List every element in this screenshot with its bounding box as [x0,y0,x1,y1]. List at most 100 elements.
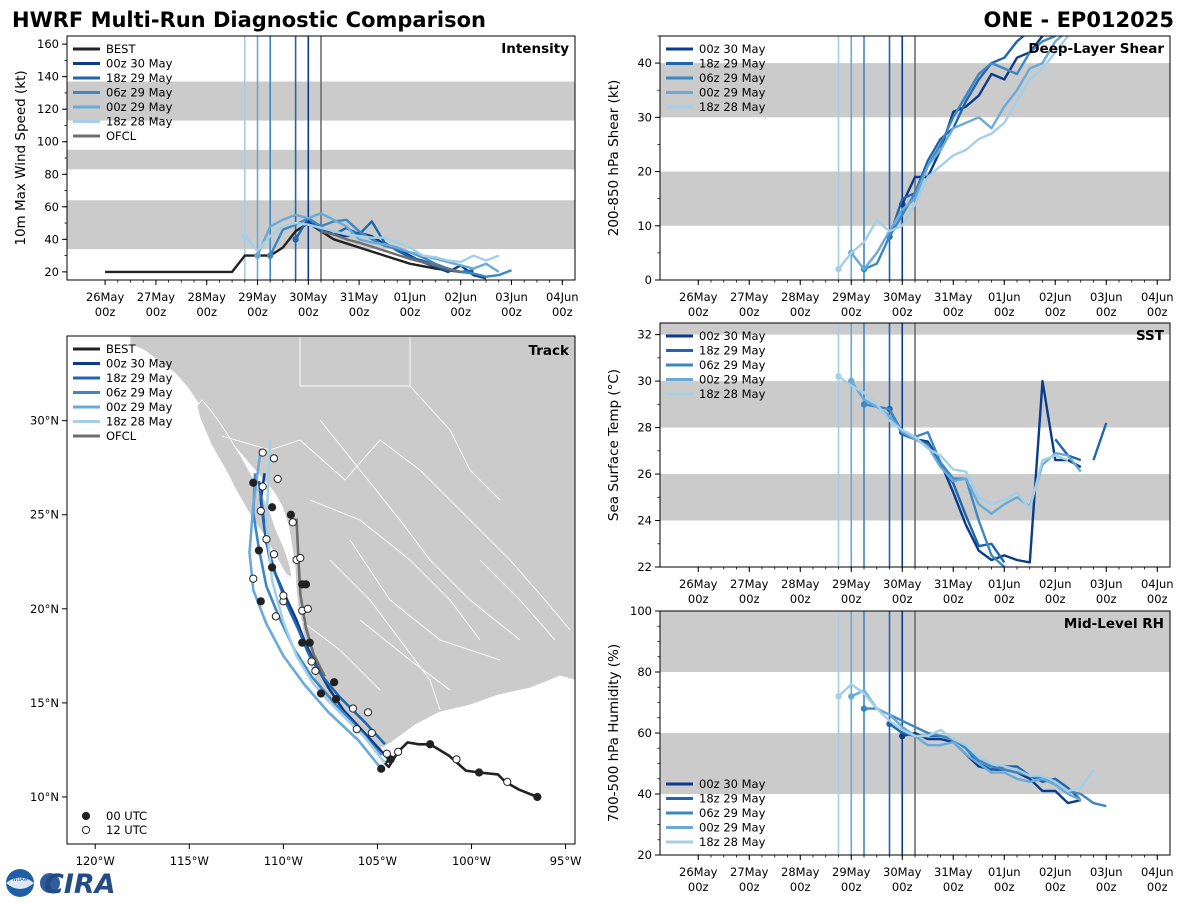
x-tick-label: 02Jun 00z [1039,865,1072,894]
y-tick-label: 10°N [30,790,59,804]
x-tick-label-line: 00z [943,305,964,319]
x-tick-label-line: 03Jun [1090,290,1123,304]
series-start-point [835,265,842,273]
series-start-point [254,252,261,259]
x-tick-label-line: 00z [1096,592,1117,606]
plot-area [67,36,575,280]
track-position-marker [386,755,395,764]
figure-title: HWRF Multi-Run Diagnostic Comparison [12,8,486,32]
x-tick-label: 02Jun 00z [444,290,477,319]
x-tick-label-line: 00z [400,305,421,319]
track-position-marker [258,448,267,457]
series-start-point [860,401,868,408]
state-border [419,469,571,631]
x-tick-label: 02Jun 00z [1039,577,1072,606]
series-start-point [241,232,248,240]
x-tick-label-line: 29May [238,290,277,304]
track-position-marker [377,764,386,773]
x-tick-label: 01Jun 00z [394,290,427,319]
track-position-marker [382,749,391,758]
x-tick-label-line: 04Jun [1141,577,1174,591]
series-line [863,36,1056,271]
x-tick-label-line: 31May [340,290,379,304]
y-axis-label: 200-850 hPa Shear (kt) [606,80,622,237]
y-tick-label: 30°N [30,414,59,428]
x-tick-label-line: 00z [841,592,862,606]
x-tick-label: 03Jun 00z [1090,865,1123,894]
x-tick-label-line: 28May [187,290,226,304]
track-position-marker [279,591,288,600]
y-tick-label: 0 [645,273,652,287]
panel-title: Mid-Level RH [1064,616,1164,632]
series-line [837,36,1069,270]
plot-area [660,323,1170,567]
x-tick-label: 31May 00z [934,865,973,894]
state-border [409,385,501,501]
x-tick-label: 120°W [76,854,115,868]
x-tick-label: 100°W [452,854,491,868]
x-tick-label: 01Jun 00z [988,865,1021,894]
x-tick-label-line: 27May [730,865,769,879]
track-position-marker [426,740,435,749]
x-tick-label-line: 01Jun [394,290,427,304]
x-tick-label: 01Jun 00z [988,290,1021,319]
y-tick-label: 40 [637,787,652,801]
y-tick-label: 25°N [30,508,59,522]
track-position-marker [258,482,267,491]
panel-title: Deep-Layer Shear [1028,41,1164,57]
y-tick-label: 120 [37,102,59,116]
track-position-marker [269,454,279,463]
x-tick-label-line: 00z [1096,880,1117,894]
track-position-marker [316,689,326,698]
legend-label: 18z 28 May [106,115,173,129]
marker-legend-symbol [81,825,91,835]
track-position-marker [296,553,305,563]
track-position-marker [271,612,280,621]
x-tick-label-line: 27May [730,577,769,591]
plot-area [660,36,1170,280]
x-tick-label: 29May 00z [832,290,871,319]
track-position-marker [288,518,297,527]
track-position-marker [273,474,282,484]
x-tick-label: 31May 00z [934,577,973,606]
x-tick-label-line: 00z [1045,305,1066,319]
y-tick-label: 30 [637,374,652,388]
panel-track: 120°W 115°W 110°W 105°W 100°W 95°W 10°N 15°N 20°… [30,335,581,868]
y-tick-label: 20°N [30,602,59,616]
panel-title: SST [1136,328,1165,344]
x-tick-label-line: 27May [137,290,176,304]
noaa-logo-wave [6,877,34,889]
x-tick-label: 28May 00z [781,865,820,894]
x-tick-label-line: 00z [95,305,116,319]
x-tick-label-line: 26May [679,865,718,879]
y-tick-label: 60 [44,200,59,214]
legend-label: 00z 30 May [106,357,173,371]
legend-label: OFCL [106,129,137,143]
track-position-marker [331,695,341,704]
x-tick-label-line: 30May [883,577,922,591]
legend-label: 00z 30 May [699,42,766,56]
track-position-marker [452,755,461,764]
x-tick-label: 29May 00z [832,577,871,606]
x-tick-label-line: 00z [841,880,862,894]
x-tick-label-line: 00z [1147,880,1168,894]
panel-title: Intensity [501,41,569,57]
x-tick-label-line: 28May [781,577,820,591]
x-tick-label-line: 00z [790,880,811,894]
x-tick-label: 110°W [264,854,303,868]
y-tick-label: 20 [44,265,59,279]
x-tick-label: 105°W [358,854,397,868]
track-position-marker [305,638,314,647]
panel-title: Track [529,343,570,359]
noaa-logo-text: NOAA [13,877,28,883]
track-position-marker [254,546,264,555]
state-border [329,559,441,711]
x-tick-label-line: 00z [1147,592,1168,606]
y-tick-label: 30 [637,110,652,124]
x-tick-label-line: 00z [892,880,913,894]
legend-label: 00z 29 May [106,100,173,114]
x-tick-label-line: 00z [892,305,913,319]
marker-legend-label: 12 UTC [106,823,147,837]
track-position-marker [303,604,312,613]
